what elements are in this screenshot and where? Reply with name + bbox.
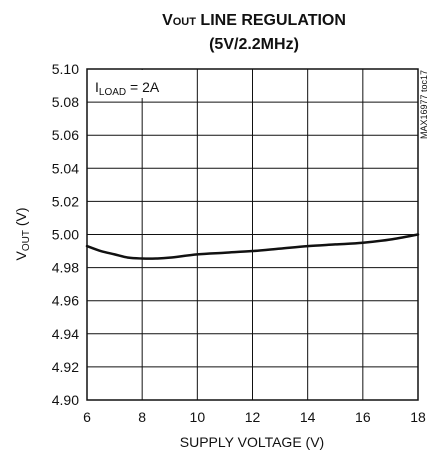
x-axis-label: SUPPLY VOLTAGE (V) — [180, 434, 324, 450]
y-axis-label-prefix: V — [13, 251, 29, 261]
x-tick-label: 8 — [138, 409, 146, 425]
x-tick-label: 16 — [355, 409, 371, 425]
plot-frame — [86, 68, 419, 401]
y-tick-label: 5.00 — [52, 227, 79, 243]
y-tick-label: 5.02 — [52, 193, 79, 209]
series-layer — [85, 233, 420, 260]
y-tick-label: 4.96 — [52, 293, 79, 309]
annotation-text: ILOAD = 2A — [95, 79, 160, 98]
chart-title-prefix: V — [162, 12, 173, 29]
annotation-rest: = 2A — [126, 79, 160, 95]
x-tick-label: 6 — [83, 409, 91, 425]
y-tick-label: 5.04 — [52, 160, 79, 176]
annotation-subscript: LOAD — [99, 87, 126, 98]
chart-subtitle: (5V/2.2MHz) — [209, 36, 299, 53]
y-tick-label: 5.10 — [52, 61, 79, 77]
y-tick-label: 4.94 — [52, 326, 79, 342]
chart-title: VOUT LINE REGULATION — [162, 12, 346, 29]
y-axis-label-subscript: OUT — [21, 230, 32, 251]
y-tick-label: 5.06 — [52, 127, 79, 143]
x-tick-label: 12 — [245, 409, 261, 425]
y-axis-label: VOUT (V) — [13, 207, 32, 260]
x-tick-label: 10 — [190, 409, 206, 425]
x-tick-labels: 6 8 10 12 14 16 18 — [83, 409, 426, 425]
x-tick-label: 14 — [300, 409, 316, 425]
series-line — [85, 233, 420, 260]
y-axis-label-rest: (V) — [13, 207, 29, 230]
figure-code: MAX16977 toc17 — [419, 70, 429, 139]
annotation-prefix: I — [95, 79, 99, 95]
y-tick-label: 4.90 — [52, 392, 79, 408]
y-tick-labels: 4.90 4.92 4.94 4.96 4.98 5.00 5.02 5.04 5.06 5.08… — [52, 61, 79, 408]
y-tick-label: 4.92 — [52, 359, 79, 375]
x-tick-label: 18 — [410, 409, 426, 425]
y-tick-label: 4.98 — [52, 260, 79, 276]
chart-title-subscript: OUT — [173, 16, 197, 28]
chart-title-rest: LINE REGULATION — [196, 12, 346, 29]
annotation-box — [88, 70, 166, 98]
y-tick-label: 5.08 — [52, 94, 79, 110]
gridlines — [87, 69, 418, 400]
